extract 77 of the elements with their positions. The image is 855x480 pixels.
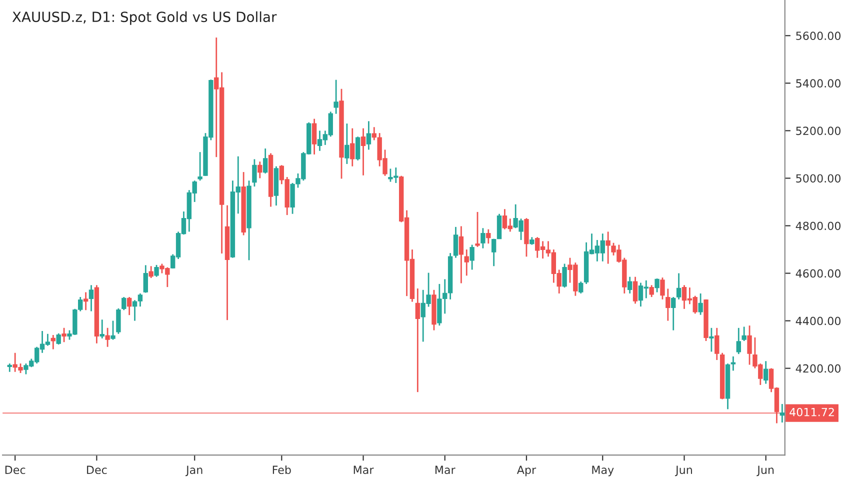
candlestick xyxy=(649,284,654,298)
candlestick xyxy=(671,296,676,331)
candlestick xyxy=(62,327,66,343)
candlestick xyxy=(105,327,110,348)
candlestick xyxy=(578,280,584,294)
candlestick xyxy=(258,160,262,179)
candlestick xyxy=(83,292,88,311)
candlestick xyxy=(632,276,638,304)
x-tick-label: Dec xyxy=(87,466,107,474)
candlestick xyxy=(122,296,126,311)
candlestick xyxy=(88,284,94,312)
y-tick-label: 4400.00 xyxy=(796,316,841,326)
candlestick xyxy=(148,265,154,279)
candlestick xyxy=(714,327,720,361)
candlestick xyxy=(458,226,464,284)
candlestick xyxy=(116,308,121,335)
x-tick-label: Mar xyxy=(435,466,456,474)
candlestick xyxy=(480,227,486,250)
candlestick xyxy=(475,211,480,248)
candlestick xyxy=(698,292,703,316)
candlestick xyxy=(252,158,257,188)
candlestick xyxy=(730,356,736,372)
x-tick-label: Mar xyxy=(354,466,374,474)
candlestick xyxy=(562,263,567,288)
candlestick xyxy=(262,148,268,174)
candlestick xyxy=(143,264,148,294)
candlestick xyxy=(453,226,458,259)
candlestick xyxy=(290,182,295,215)
candlestick xyxy=(627,276,632,294)
y-tick-label: 4600.00 xyxy=(796,269,841,278)
candlestick xyxy=(486,228,491,244)
candlestick xyxy=(344,122,350,165)
candlestick xyxy=(666,288,670,322)
candlestick xyxy=(355,136,360,162)
x-tick-label: Jan xyxy=(185,466,202,476)
candlestick xyxy=(709,327,714,352)
candlestick xyxy=(110,320,116,340)
ref-line-label: 4011.72 xyxy=(790,408,834,416)
y-tick-label: 5200.00 xyxy=(796,126,841,136)
candlestick xyxy=(470,244,474,270)
x-tick-label: Feb xyxy=(272,465,291,474)
candlestick xyxy=(366,120,372,150)
y-tick-label: 5400.00 xyxy=(796,79,841,88)
y-tick-label: 5000.00 xyxy=(796,174,841,183)
candlestick xyxy=(154,264,159,278)
candlestick xyxy=(780,403,785,424)
candlestick xyxy=(676,272,682,300)
text: XAUUSD.z, D1: Spot Gold vs US Dollar xyxy=(12,11,277,25)
candlestick xyxy=(496,213,502,240)
candlestick xyxy=(360,128,366,176)
y-tick-label: 5600.00 xyxy=(796,32,841,40)
candlestick xyxy=(372,126,376,141)
candlestick xyxy=(350,128,355,168)
candlestick xyxy=(56,332,61,346)
candlestick xyxy=(660,276,665,300)
candlestick xyxy=(126,296,132,316)
candlestick xyxy=(464,248,469,276)
x-tick-label: Apr xyxy=(516,466,536,476)
candlestick xyxy=(524,217,529,258)
x-tick-label: Dec xyxy=(5,466,26,474)
x-tick-label: Jun xyxy=(756,466,774,476)
candlestick xyxy=(312,118,317,156)
x-tick-label: May xyxy=(592,466,614,476)
x-tick-label: Jun xyxy=(674,466,692,476)
candlestick xyxy=(334,79,338,115)
candlestick xyxy=(654,278,660,293)
candlestick xyxy=(50,334,56,350)
y-tick-label: 4800.00 xyxy=(796,222,841,230)
candlestick xyxy=(415,288,420,393)
candlestick xyxy=(100,318,104,340)
candlestick xyxy=(736,327,741,355)
y-tick-label: 4200.00 xyxy=(796,364,841,373)
candlestick xyxy=(491,238,496,267)
candlestick xyxy=(742,326,746,342)
candlestick xyxy=(764,360,768,384)
candlestick xyxy=(198,151,202,182)
candlestick xyxy=(747,324,752,366)
